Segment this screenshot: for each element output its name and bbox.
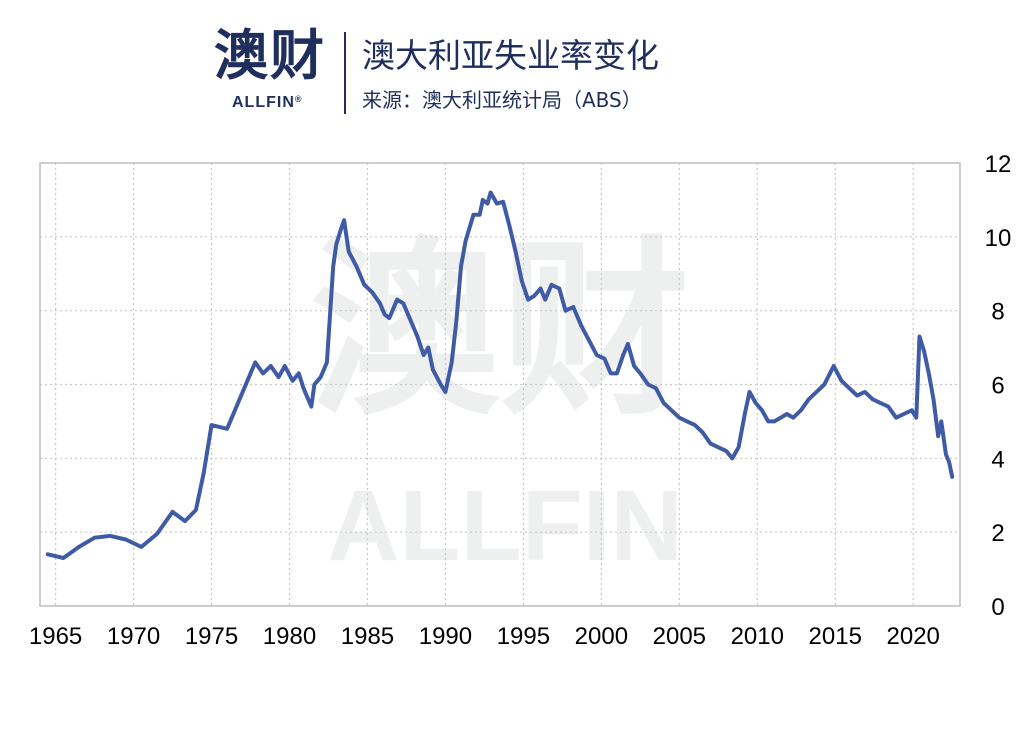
allfin-logo-chinese: 澳财	[214, 24, 326, 87]
watermark: 澳财 ALLFIN	[310, 220, 690, 582]
x-tick-label: 2005	[653, 623, 706, 650]
x-tick-label: 2010	[731, 623, 784, 650]
y-tick-label: 4	[991, 446, 1004, 473]
series-layer	[45, 190, 955, 560]
chart-source: 来源：澳大利亚统计局（ABS）	[362, 88, 642, 112]
y-tick-label: 12	[985, 151, 1012, 178]
chart-grid	[40, 163, 960, 606]
y-tick-label: 6	[991, 373, 1004, 400]
chart-header: 澳财 ALLFIN® 澳大利亚失业率变化 来源：澳大利亚统计局（ABS）	[0, 0, 1033, 130]
x-tick-label: 2020	[887, 623, 940, 650]
allfin-logo-english: ALLFIN®	[232, 94, 303, 112]
y-axis-ticks: 0 2 4 6 8 10 12	[985, 151, 1012, 621]
x-tick-label: 1995	[497, 623, 550, 650]
x-tick-label: 2015	[809, 623, 862, 650]
y-tick-label: 2	[991, 520, 1004, 547]
x-tick-label: 1985	[341, 623, 394, 650]
chart-title: 澳大利亚失业率变化	[362, 36, 659, 75]
x-axis-ticks: 1965 1970 1975 1980 1985 1990 1995 2000 2005 2010…	[29, 623, 940, 650]
x-tick-label: 1970	[107, 623, 160, 650]
plot-frame	[39, 162, 961, 607]
watermark-en: ALLFIN	[327, 470, 682, 582]
x-tick-label: 1990	[419, 623, 472, 650]
x-tick-label: 1965	[29, 623, 82, 650]
logo-en-text: ALLFIN	[232, 94, 295, 111]
x-tick-label: 1980	[263, 623, 316, 650]
x-tick-label: 1975	[185, 623, 238, 650]
registered-mark: ®	[294, 94, 303, 104]
y-tick-label: 8	[991, 299, 1004, 326]
x-tick-label: 2000	[575, 623, 628, 650]
header-divider	[344, 32, 346, 114]
watermark-cn: 澳财	[310, 220, 690, 441]
unemployment-rate-line	[45, 190, 955, 560]
y-tick-label: 10	[985, 225, 1012, 252]
y-tick-label: 0	[991, 594, 1004, 621]
